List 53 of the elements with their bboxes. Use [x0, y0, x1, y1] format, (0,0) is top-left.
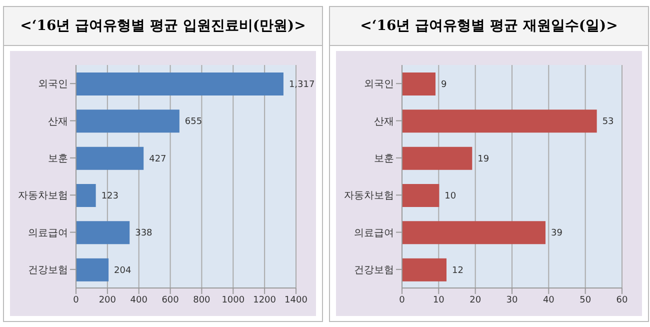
x-tick-label: 20 — [470, 295, 482, 306]
x-tick-label: 0 — [73, 295, 80, 306]
bar — [76, 110, 180, 133]
data-label: 1,317 — [288, 80, 315, 90]
x-tick-label: 30 — [506, 295, 518, 306]
y-tick-label: 의료급여 — [354, 228, 394, 239]
x-tick-label: 60 — [616, 295, 628, 306]
x-tick-label: 1000 — [222, 295, 245, 306]
bar — [76, 184, 96, 207]
bar — [402, 72, 436, 96]
x-tick-label: 0 — [399, 295, 406, 306]
data-label: 123 — [101, 192, 119, 202]
x-tick-label: 1200 — [253, 295, 276, 306]
data-label: 12 — [452, 266, 464, 276]
bar — [76, 258, 109, 282]
data-label: 39 — [551, 228, 563, 239]
bar — [402, 110, 597, 133]
bar — [76, 72, 284, 96]
x-tick-label: 800 — [193, 295, 211, 306]
x-tick-label: 1400 — [284, 295, 308, 306]
x-tick-label: 600 — [162, 295, 180, 306]
data-label: 204 — [114, 266, 132, 276]
data-label: 19 — [478, 154, 490, 164]
bar — [402, 146, 472, 170]
x-tick-label: 10 — [432, 295, 445, 306]
bar — [76, 221, 130, 244]
y-tick-label: 건강보험 — [28, 264, 68, 276]
y-tick-label: 의료급여 — [28, 228, 68, 239]
y-tick-label: 건강보험 — [354, 264, 394, 276]
y-tick-label: 보훈 — [48, 153, 68, 164]
y-tick-label: 산재 — [374, 116, 394, 128]
chart-title: <‘16년 급여유형별 평균 재원일수(일)> — [330, 7, 648, 46]
y-tick-label: 보훈 — [374, 153, 394, 164]
bar — [402, 184, 440, 207]
y-tick-label: 산재 — [48, 116, 68, 128]
data-label: 53 — [602, 117, 614, 128]
y-tick-label: 외국인 — [364, 79, 394, 90]
y-tick-label: 외국인 — [38, 79, 68, 90]
x-tick-label: 40 — [542, 295, 555, 306]
data-label: 655 — [184, 117, 202, 128]
x-tick-label: 400 — [130, 295, 148, 306]
data-label: 10 — [444, 192, 456, 202]
bar — [76, 146, 144, 170]
data-label: 9 — [441, 80, 447, 90]
chart-title: <‘16년 급여유형별 평균 입원진료비(만원)> — [4, 7, 322, 46]
x-tick-label: 200 — [98, 295, 116, 306]
y-tick-label: 자동차보험 — [18, 190, 68, 202]
bar — [402, 221, 546, 244]
bar — [402, 258, 446, 282]
y-tick-label: 자동차보험 — [344, 190, 394, 202]
data-label: 338 — [135, 228, 153, 239]
data-label: 427 — [149, 154, 166, 164]
x-tick-label: 50 — [580, 295, 592, 306]
